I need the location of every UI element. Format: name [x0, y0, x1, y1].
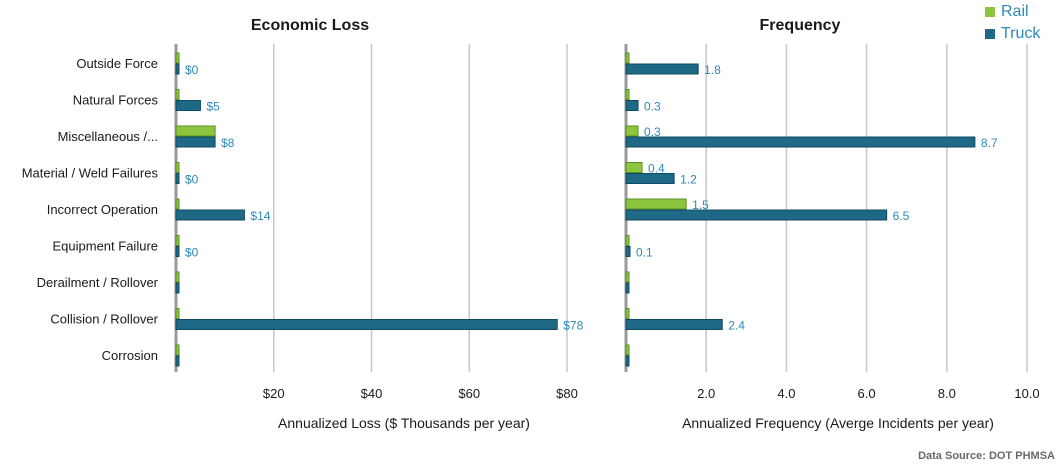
bar-1-truck-6: [625, 282, 630, 294]
data-label-1-truck-5: 0.1: [636, 246, 653, 260]
legend-rail: Rail: [985, 3, 1029, 21]
bar-0-rail-7: [175, 308, 180, 319]
data-label-1-truck-7: 2.4: [728, 319, 745, 333]
bar-0-rail-2: [175, 125, 216, 137]
tick-label-1-1: 2.0: [697, 386, 715, 401]
bar-0-rail-3: [175, 162, 180, 173]
data-label-0-truck-0: $0: [185, 63, 199, 77]
bar-1-truck-3: [625, 173, 675, 184]
data-label-0-truck-1: $5: [206, 100, 220, 114]
tick-label-0-4: $80: [556, 386, 578, 401]
bar-1-rail-4: [625, 198, 687, 210]
category-label-3: Material / Weld Failures: [22, 166, 159, 181]
bar-0-truck-5: [175, 246, 180, 257]
bar-0-rail-8: [175, 344, 180, 356]
data-label-1-rail-2: 0.3: [644, 125, 661, 139]
bar-1-truck-0: [625, 63, 699, 75]
data-source-note: Data Source: DOT PHMSA: [918, 450, 1055, 462]
bar-0-rail-4: [175, 198, 180, 210]
tick-label-1-4: 8.0: [938, 386, 956, 401]
bar-1-rail-2: [625, 125, 639, 137]
bar-1-rail-7: [625, 308, 630, 319]
tick-label-0-3: $60: [458, 386, 480, 401]
data-label-1-truck-2: 8.7: [981, 136, 998, 150]
axis-label-0: Annualized Loss ($ Thousands per year): [278, 415, 530, 431]
bar-1-truck-5: [625, 246, 631, 257]
category-label-8: Corrosion: [102, 348, 158, 363]
bar-1-rail-8: [625, 344, 630, 356]
bar-0-truck-7: [175, 319, 558, 330]
data-label-0-truck-4: $14: [250, 209, 270, 223]
data-label-0-truck-7: $78: [563, 319, 583, 333]
data-label-1-rail-4: 1.5: [692, 198, 709, 212]
bar-0-truck-4: [175, 209, 245, 221]
bar-1-truck-7: [625, 319, 723, 330]
legend-rail-label: Rail: [1001, 3, 1029, 20]
bar-0-truck-0: [175, 63, 180, 75]
data-label-1-truck-0: 1.8: [704, 63, 721, 77]
data-label-0-truck-5: $0: [185, 246, 199, 260]
legend-truck-label: Truck: [1001, 25, 1041, 42]
axis-label-1: Annualized Frequency (Averge Incidents p…: [682, 415, 994, 431]
category-label-6: Derailment / Rollover: [37, 275, 159, 290]
tick-label-0-1: $20: [263, 386, 285, 401]
bar-0-rail-5: [175, 235, 180, 246]
data-label-0-truck-2: $8: [221, 136, 235, 150]
bar-1-truck-4: [625, 209, 888, 221]
tick-label-1-3: 6.0: [858, 386, 876, 401]
category-label-7: Collision / Rollover: [50, 312, 158, 327]
category-label-2: Miscellaneous /...: [58, 129, 158, 144]
bar-0-truck-3: [175, 173, 180, 184]
data-label-1-truck-3: 1.2: [680, 173, 697, 187]
bar-1-rail-1: [625, 89, 630, 100]
bar-1-rail-3: [625, 162, 643, 173]
bar-0-truck-6: [175, 282, 180, 294]
bar-1-rail-5: [625, 235, 630, 246]
tick-label-1-2: 4.0: [777, 386, 795, 401]
chart-title-0: Economic Loss: [251, 17, 369, 34]
bar-0-rail-0: [175, 52, 180, 64]
bar-1-truck-8: [625, 355, 630, 367]
data-label-1-truck-1: 0.3: [644, 100, 661, 114]
data-label-0-truck-3: $0: [185, 173, 199, 187]
bar-0-rail-1: [175, 89, 180, 100]
chart-title-1: Frequency: [760, 17, 841, 34]
legend-truck: Truck: [985, 25, 1040, 43]
tick-label-0-2: $40: [361, 386, 383, 401]
category-label-4: Incorrect Operation: [47, 202, 158, 217]
bar-0-truck-1: [175, 100, 201, 111]
tick-label-1-5: 10.0: [1014, 386, 1039, 401]
category-label-5: Equipment Failure: [53, 239, 159, 254]
bar-1-rail-6: [625, 271, 630, 283]
legend-rail-swatch: [985, 7, 995, 17]
category-label-1: Natural Forces: [73, 93, 159, 108]
bar-1-rail-0: [625, 52, 630, 64]
bar-0-truck-2: [175, 136, 216, 148]
bar-0-truck-8: [175, 355, 180, 367]
bar-1-truck-2: [625, 136, 976, 148]
legend-truck-swatch: [985, 29, 995, 39]
data-label-1-rail-3: 0.4: [648, 162, 665, 176]
category-label-0: Outside Force: [76, 56, 158, 71]
data-label-1-truck-4: 6.5: [893, 209, 910, 223]
bar-1-truck-1: [625, 100, 639, 111]
bar-0-rail-6: [175, 271, 180, 283]
